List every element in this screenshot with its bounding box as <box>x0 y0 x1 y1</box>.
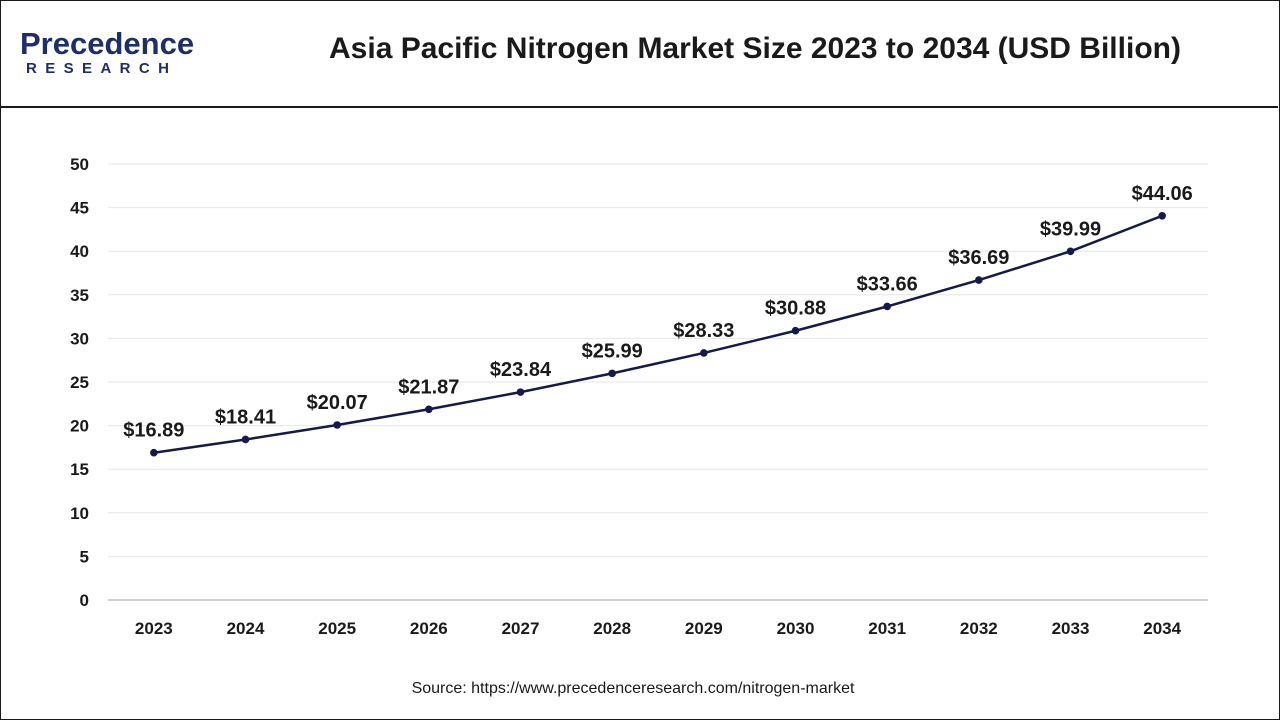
x-tick-label: 2024 <box>227 619 265 638</box>
y-tick-label: 15 <box>70 460 89 479</box>
x-tick-label: 2030 <box>777 619 815 638</box>
x-tick-label: 2031 <box>868 619 906 638</box>
data-label: $39.99 <box>1040 218 1101 240</box>
x-tick-label: 2028 <box>593 619 631 638</box>
data-point <box>1066 247 1075 256</box>
x-tick-label: 2032 <box>960 619 998 638</box>
data-label: $28.33 <box>673 320 734 342</box>
x-tick-label: 2025 <box>318 619 356 638</box>
data-point <box>883 302 891 311</box>
y-tick-label: 0 <box>80 591 89 610</box>
series-line <box>153 214 1163 454</box>
y-tick-label: 25 <box>70 373 89 392</box>
data-point <box>1158 211 1166 220</box>
logo-sub-text: RESEARCH <box>26 60 178 77</box>
data-label: $23.84 <box>490 359 552 381</box>
data-label: $33.66 <box>857 273 918 295</box>
data-point <box>516 388 525 396</box>
data-label: $20.07 <box>307 392 368 414</box>
data-label: $16.89 <box>123 420 184 442</box>
data-label: $36.69 <box>948 247 1009 269</box>
data-point <box>791 326 800 335</box>
data-point <box>608 369 616 378</box>
data-label: $25.99 <box>582 340 643 362</box>
data-label: $44.06 <box>1132 183 1193 205</box>
data-point <box>700 349 708 357</box>
y-tick-label: 20 <box>70 417 89 436</box>
y-tick-label: 10 <box>70 504 89 523</box>
y-tick-label: 50 <box>70 155 89 174</box>
y-tick-label: 30 <box>70 329 89 348</box>
data-point <box>425 405 433 414</box>
data-label: $18.41 <box>215 406 276 428</box>
chart-title: Asia Pacific Nitrogen Market Size 2023 t… <box>329 32 1181 65</box>
data-point <box>333 421 341 429</box>
x-tick-label: 2033 <box>1052 619 1090 638</box>
header: Precedence RESEARCH Asia Pacific Nitroge… <box>0 0 1278 108</box>
logo-main-text: Precedence <box>20 26 195 61</box>
data-point <box>975 276 983 284</box>
y-tick-label: 35 <box>70 286 89 305</box>
brand-logo: Precedence RESEARCH <box>20 26 220 86</box>
data-point <box>150 448 158 457</box>
y-tick-label: 45 <box>70 199 89 218</box>
data-label: $30.88 <box>765 298 826 320</box>
x-tick-label: 2034 <box>1143 619 1181 638</box>
y-tick-label: 5 <box>80 547 89 566</box>
x-tick-label: 2023 <box>135 619 173 638</box>
x-tick-label: 2026 <box>410 619 448 638</box>
data-label: $21.87 <box>398 376 459 398</box>
x-tick-label: 2029 <box>685 619 723 638</box>
data-point <box>241 435 250 444</box>
x-tick-label: 2027 <box>502 619 540 638</box>
y-tick-label: 40 <box>70 242 89 261</box>
source-text: Source: https://www.precedenceresearch.c… <box>411 680 855 697</box>
